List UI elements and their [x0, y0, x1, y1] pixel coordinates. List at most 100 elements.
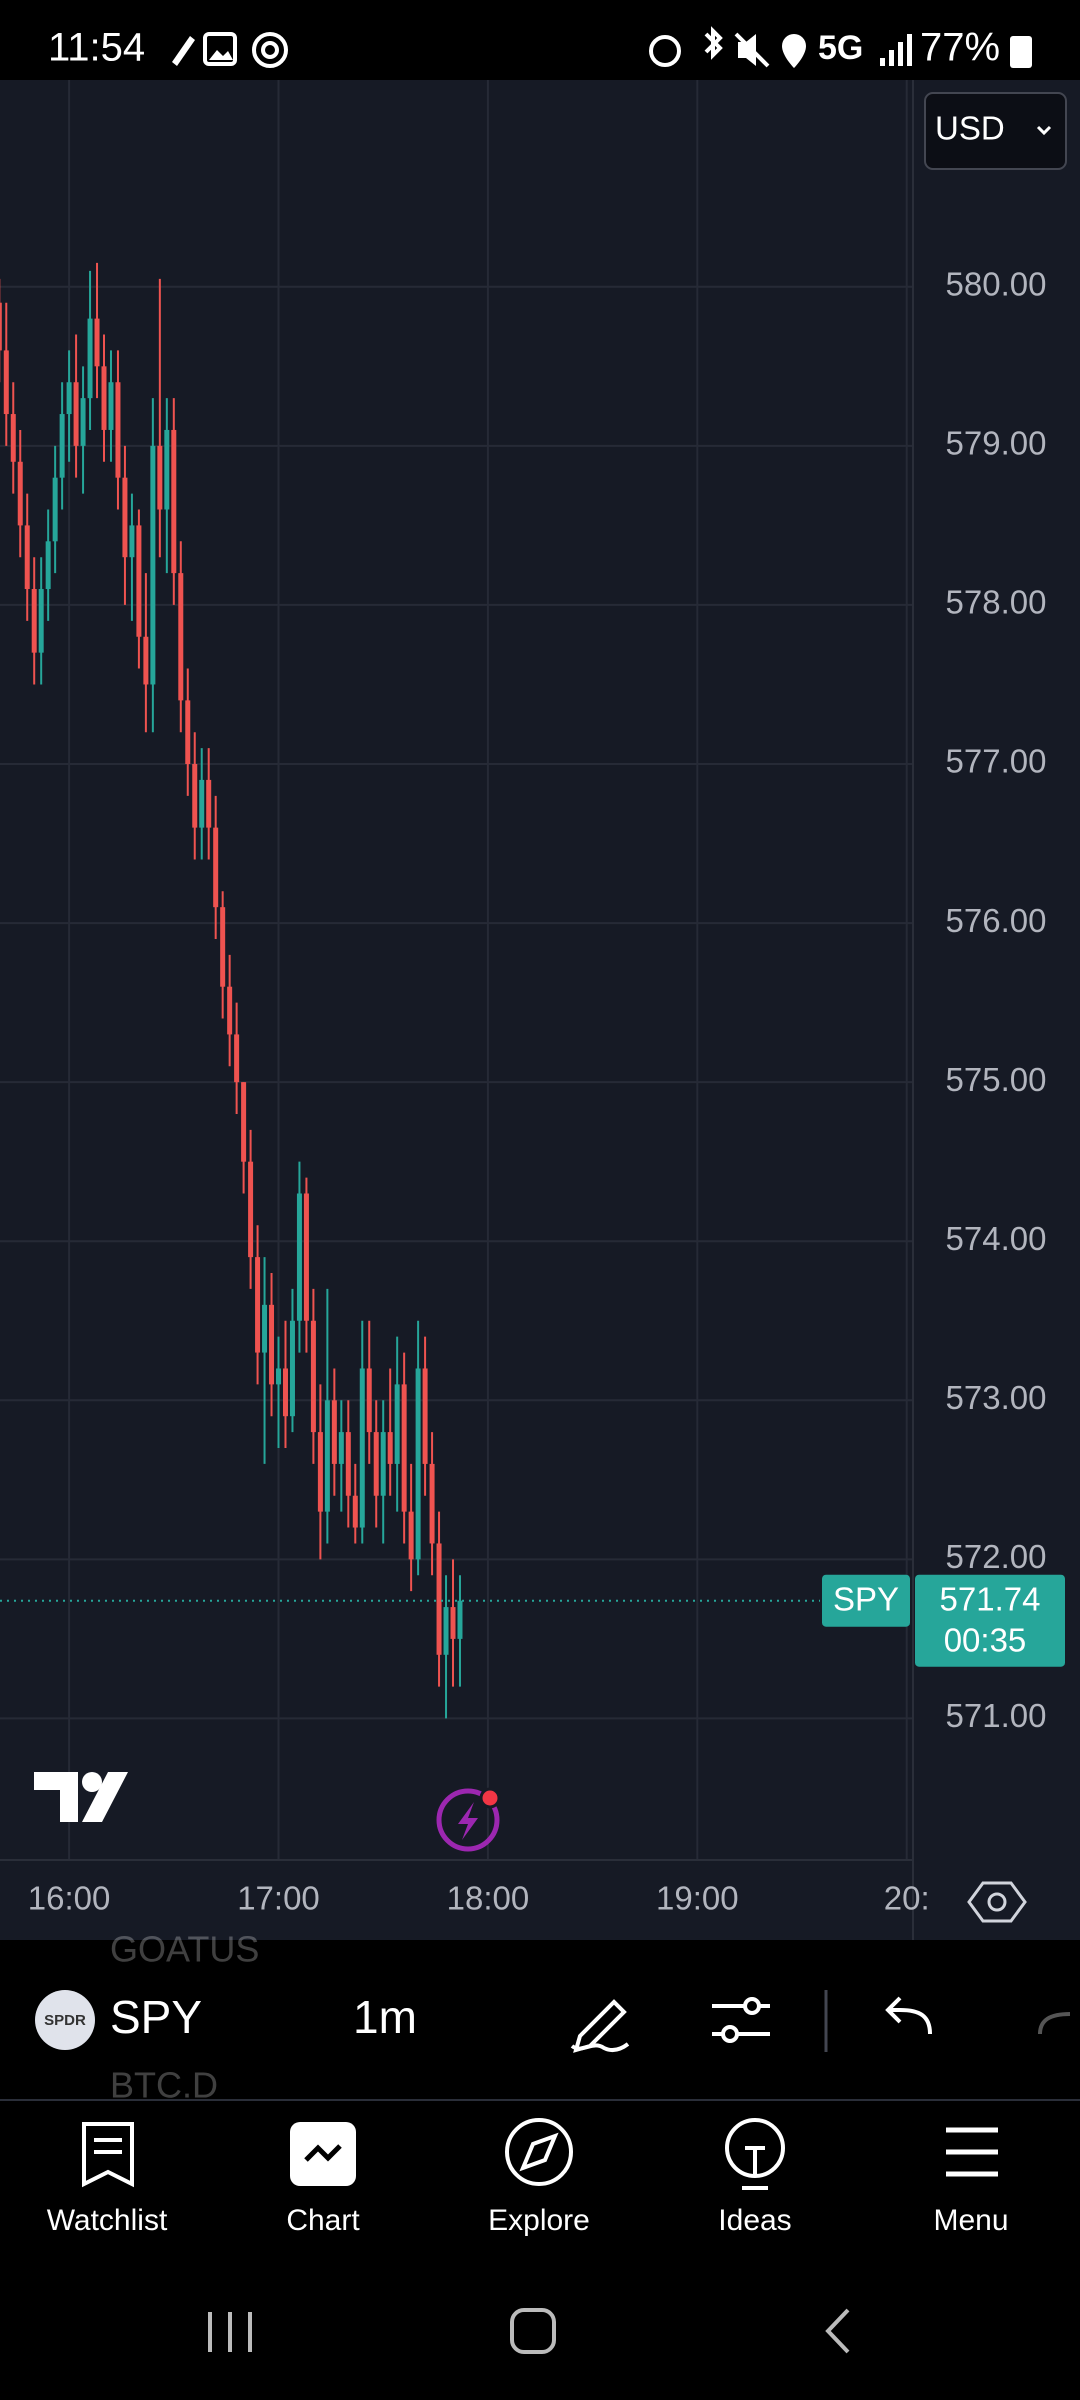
candle-body: [436, 1543, 442, 1655]
currency-button[interactable]: [924, 92, 1067, 170]
candle-body: [115, 382, 121, 478]
price-tag-value: 571.74: [940, 1580, 1041, 1617]
price-axis: 571.00 572.00 573.00 574.00 575.00 576.00 577.…: [946, 266, 1047, 1735]
interval[interactable]: 1m: [353, 1991, 417, 2043]
candle-body: [3, 350, 9, 415]
candle-body: [380, 1432, 386, 1496]
candle-body: [0, 302, 2, 351]
battery-level: 77%: [920, 26, 1000, 70]
candle-body: [80, 398, 86, 446]
x-tick-label: 16:00: [28, 1880, 111, 1917]
candle-body: [143, 636, 149, 685]
axis-settings[interactable]: [967, 1881, 1027, 1923]
candle-body: [450, 1607, 456, 1639]
y-tick-label: 572.00: [946, 1538, 1047, 1575]
candle-body: [136, 525, 142, 637]
symbol[interactable]: SPY: [110, 1991, 202, 2043]
candle-body: [178, 573, 184, 701]
candle-body: [171, 429, 177, 574]
ideas-icon: [725, 2118, 785, 2190]
currency[interactable]: USD: [935, 110, 1005, 147]
candle-body: [59, 414, 65, 478]
candle-body: [199, 779, 205, 828]
candle-body: [150, 445, 156, 685]
candle-body: [52, 477, 58, 542]
y-tick-label: 571.00: [946, 1697, 1047, 1734]
y-tick-label: 580.00: [946, 266, 1047, 303]
bottom-nav: [0, 2101, 1080, 2300]
y-tick-label: 575.00: [946, 1061, 1047, 1098]
candle-body: [94, 318, 100, 367]
candle-body: [352, 1495, 358, 1528]
candle-body: [422, 1368, 428, 1464]
candle-body: [164, 429, 170, 510]
x-tick-label: 20:: [884, 1880, 930, 1917]
candle-body: [457, 1600, 463, 1639]
price-tag: [915, 1574, 1065, 1667]
candle-body: [373, 1432, 379, 1496]
y-tick-label: 578.00: [946, 584, 1047, 621]
candle-body: [415, 1368, 421, 1560]
menu-icon: [946, 2127, 998, 2177]
candle-body: [248, 1161, 254, 1258]
chart-icon: [290, 2122, 356, 2186]
candle-body: [213, 827, 219, 908]
symbol-logo-text: SPDR: [44, 2012, 86, 2029]
candle-body: [429, 1463, 435, 1544]
status-icons: [172, 26, 1032, 68]
drawing-tool[interactable]: [570, 1999, 630, 2053]
candle-body: [255, 1257, 261, 1353]
candle-body: [185, 700, 191, 765]
explore-icon: [505, 2118, 573, 2186]
nav-label[interactable]: Ideas: [718, 2204, 791, 2237]
status-bar: [0, 0, 1080, 80]
nav-label[interactable]: Menu: [933, 2204, 1008, 2237]
candle-body: [303, 1193, 309, 1321]
candle-body: [387, 1432, 393, 1464]
symbol-logo[interactable]: [35, 1990, 95, 2050]
candle-body: [241, 1082, 247, 1162]
system-nav: [208, 2308, 850, 2354]
candle-body: [338, 1432, 344, 1464]
candle-body: [24, 525, 30, 590]
nav-labels: Watchlist Chart Explore Ideas Menu: [47, 2204, 1009, 2237]
candle-body: [269, 1304, 275, 1385]
candle-body: [262, 1304, 268, 1353]
currency-caret: [1036, 125, 1052, 136]
symbol-tag-text: SPY: [833, 1580, 899, 1617]
watchlist-icon: [82, 2122, 134, 2188]
candle-body: [206, 779, 212, 828]
tradingview-logo: [34, 1772, 128, 1822]
x-tick-label: 19:00: [656, 1880, 739, 1917]
indicators[interactable]: [712, 1997, 770, 2043]
y-tick-label: 576.00: [946, 902, 1047, 939]
redo[interactable]: [1038, 2012, 1071, 2035]
y-tick-label: 579.00: [946, 425, 1047, 462]
nav-label[interactable]: Watchlist: [47, 2204, 168, 2237]
candle-body: [73, 382, 79, 446]
candle-body: [401, 1384, 407, 1512]
alerts-button[interactable]: [436, 1787, 501, 1852]
undo[interactable]: [885, 1996, 932, 2035]
last-price: SPY 571.74 00:35: [0, 1574, 1065, 1667]
candle-body: [443, 1607, 449, 1655]
candle-body: [220, 907, 226, 987]
symbol-list-item: GOATUS: [110, 1929, 259, 1970]
y-tick-label: 573.00: [946, 1379, 1047, 1416]
candle-body: [129, 525, 135, 558]
nav-label[interactable]: Explore: [488, 2204, 590, 2237]
candle-body: [101, 366, 107, 430]
candles: [0, 262, 463, 1719]
candle-body: [324, 1400, 330, 1512]
y-tick-label: 574.00: [946, 1220, 1047, 1257]
network-type: 5G: [818, 29, 863, 67]
clock: 11:54: [48, 26, 145, 70]
candle-body: [359, 1368, 365, 1528]
candle-body: [45, 541, 51, 590]
nav-label[interactable]: Chart: [286, 2204, 360, 2237]
candle-body: [227, 986, 233, 1035]
candle-body: [317, 1432, 323, 1512]
candle-body: [122, 477, 128, 558]
candle-body: [17, 461, 23, 526]
